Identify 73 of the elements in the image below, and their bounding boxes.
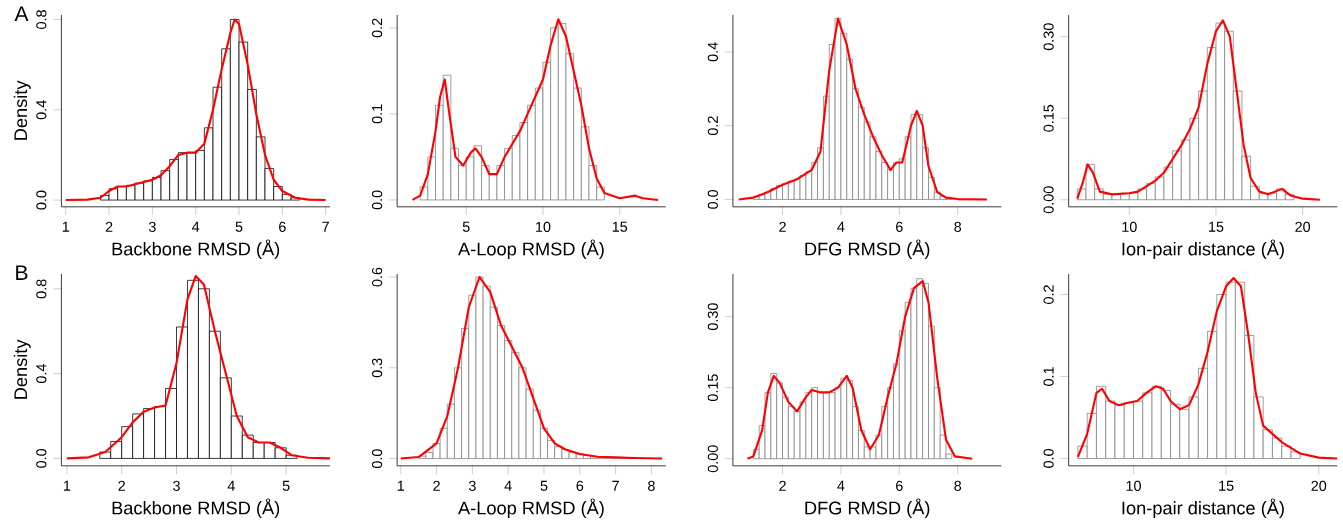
x-axis-title: DFG RMSD (Å): [805, 498, 930, 518]
y-tick-label: 0.6: [372, 267, 383, 287]
y-tick-label: 0.15: [707, 374, 718, 401]
x-tick-label: 3: [148, 221, 156, 232]
x-tick-label: 10: [1126, 480, 1141, 491]
y-tick-label: 0.2: [707, 116, 718, 135]
y-tick-label: 0.4: [36, 99, 47, 119]
x-tick-label: 8: [648, 480, 655, 491]
x-axis-title: DFG RMSD (Å): [805, 239, 930, 259]
x-axis-title: A-Loop RMSD (Å): [458, 498, 604, 518]
x-axis-title: A-Loop RMSD (Å): [458, 239, 604, 259]
y-tick-label: 0.0: [1043, 448, 1054, 468]
x-tick-label: 2: [779, 221, 786, 232]
x-tick-label: 20: [1311, 480, 1327, 491]
x-tick-label: 6: [576, 480, 584, 491]
y-tick-label: 0.1: [1043, 366, 1054, 386]
x-tick-label: 1: [62, 221, 70, 232]
y-tick-label: 0.15: [1043, 104, 1054, 132]
text: A: [14, 6, 29, 21]
y-tick-label: 0.2: [1043, 284, 1054, 304]
x-tick-label: 7: [612, 480, 619, 491]
x-tick-label: 5: [235, 221, 243, 232]
y-tick-label: 0.3: [372, 358, 383, 377]
x-tick-label: 5: [540, 480, 548, 491]
x-tick-label: 6: [896, 480, 903, 491]
y-tick-label: 0.0: [36, 448, 47, 468]
x-tick-label: 8: [954, 480, 962, 491]
y-tick-label: 0.30: [1043, 23, 1054, 50]
x-axis-title: Ion-pair distance (Å): [1122, 239, 1284, 259]
x-axis-title: Backbone RMSD (Å): [112, 498, 280, 518]
y-tick-label: 0.00: [707, 445, 718, 472]
y-axis-title: Density: [13, 339, 31, 399]
x-tick-label: 4: [837, 221, 845, 232]
y-tick-label: 0.0: [372, 190, 383, 210]
x-tick-label: 15: [1209, 221, 1224, 232]
x-tick-label: 10: [536, 221, 551, 232]
y-tick-label: 0.4: [707, 42, 718, 62]
y-tick-label: 0.8: [36, 279, 47, 298]
y-axis-title: Density: [13, 80, 31, 140]
x-tick-label: 6: [896, 221, 903, 232]
x-tick-label: 2: [433, 480, 440, 491]
y-tick-label: 0.4: [36, 363, 47, 383]
y-tick-label: 0.0: [707, 189, 718, 209]
x-axis-title: Ion-pair distance (Å): [1122, 498, 1284, 518]
y-tick-label: 0.0: [372, 448, 383, 468]
y-tick-label: 0.0: [36, 190, 47, 210]
x-tick-label: 4: [192, 221, 200, 232]
x-tick-label: 10: [1122, 221, 1137, 232]
x-tick-label: 1: [63, 480, 71, 491]
x-tick-label: 15: [612, 221, 628, 232]
y-tick-label: 0.30: [707, 302, 718, 330]
x-tick-label: 2: [779, 480, 786, 491]
x-tick-label: 8: [954, 221, 962, 232]
x-axis-title: Backbone RMSD (Å): [112, 239, 280, 259]
x-tick-label: 5: [282, 480, 290, 491]
y-tick-label: 0.8: [36, 9, 47, 29]
x-tick-label: 2: [118, 480, 125, 491]
x-tick-label: 15: [1219, 480, 1234, 491]
x-tick-label: 4: [504, 480, 512, 491]
x-tick-label: 1: [397, 480, 405, 491]
y-tick-label: 0.1: [372, 104, 383, 124]
x-tick-label: 3: [468, 480, 476, 491]
x-tick-label: 6: [279, 221, 286, 232]
x-tick-label: 3: [173, 480, 180, 491]
y-tick-label: 0.2: [372, 18, 383, 38]
y-tick-label: 0.00: [1043, 186, 1054, 213]
x-tick-label: 5: [462, 221, 470, 232]
x-tick-label: 7: [322, 221, 329, 232]
x-tick-label: 2: [105, 221, 113, 232]
x-tick-label: 20: [1295, 221, 1311, 232]
x-tick-label: 4: [837, 480, 845, 491]
x-tick-label: 4: [227, 480, 235, 491]
text: B: [16, 265, 28, 280]
